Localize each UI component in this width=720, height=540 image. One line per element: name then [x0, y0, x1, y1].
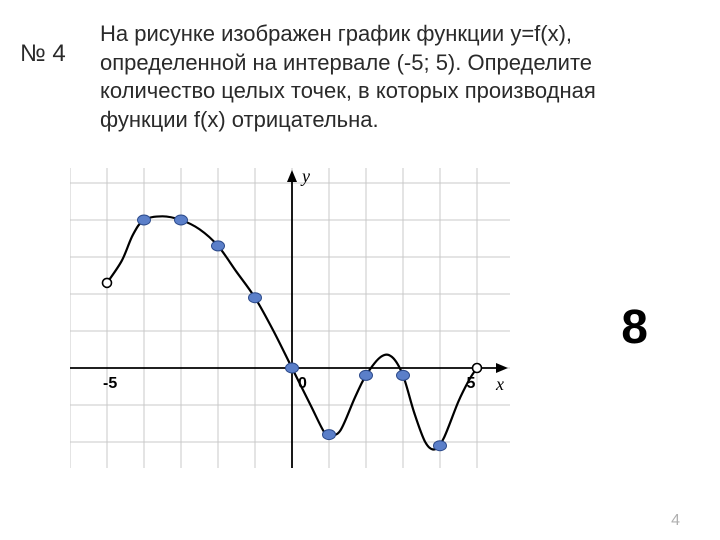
svg-text:5: 5: [467, 375, 476, 392]
svg-text:y: y: [300, 168, 310, 186]
problem-number: № 4: [20, 40, 66, 68]
svg-text:x: x: [495, 374, 504, 394]
chart-svg: y x 0 -5 5: [70, 168, 510, 468]
answer-value: 8: [621, 300, 648, 355]
svg-text:-5: -5: [103, 375, 117, 392]
page-number: 4: [671, 512, 680, 530]
problem-text: На рисунке изображен график функции y=f(…: [100, 20, 600, 134]
function-graph: y x 0 -5 5: [70, 168, 510, 473]
svg-text:0: 0: [298, 375, 307, 392]
